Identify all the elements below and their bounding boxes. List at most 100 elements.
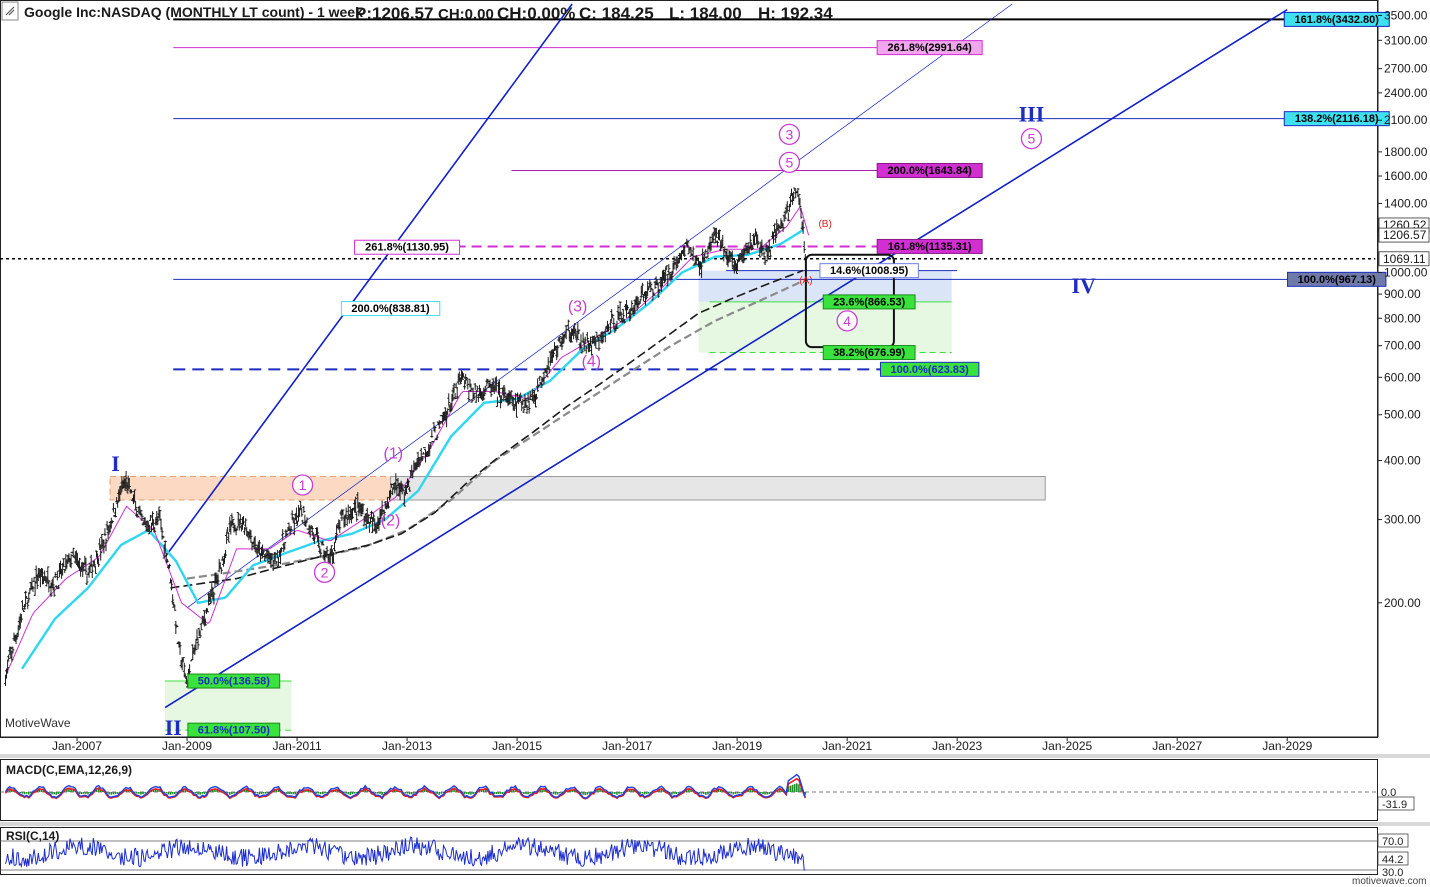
price-bar-587 <box>624 300 628 318</box>
y-tick-label-0: 3500.00 <box>1384 8 1428 22</box>
fib-label-box <box>187 673 281 689</box>
price-bar-271 <box>290 510 294 521</box>
price-bar-115 <box>125 482 129 494</box>
rsi-panel: RSI(C,14) 70.0 44.2 30.0 <box>0 822 1430 879</box>
rsi-label: RSI(C,14) <box>6 829 59 843</box>
price-bar-312 <box>334 535 338 543</box>
fib-label-box <box>354 239 461 255</box>
price-bar-404 <box>431 440 435 443</box>
price-bar-123 <box>134 500 138 511</box>
fib-label-text: 50.0%(136.58) <box>198 676 270 688</box>
low-readout: L: 184.00 <box>669 4 742 23</box>
price-bar-95 <box>104 538 108 552</box>
price-bar-642 <box>683 245 687 257</box>
price-bar-717 <box>762 251 766 258</box>
fib-label-13: 61.8%(107.50) <box>187 722 281 738</box>
wave-label-text: 4 <box>843 313 851 329</box>
price-bar-11 <box>15 632 19 640</box>
price-bar-155 <box>167 563 171 569</box>
rsi-series <box>5 836 806 871</box>
panel-divider-2[interactable] <box>0 822 1430 826</box>
wave-label-text: 5 <box>785 154 793 170</box>
macd-zero-tick: 0.0 <box>1381 787 1396 799</box>
price-bar-444 <box>473 383 477 390</box>
price-bar-129 <box>140 513 144 521</box>
price-bar-602 <box>640 282 644 295</box>
price-bar-711 <box>756 234 760 249</box>
price-bar-482 <box>513 393 517 407</box>
x-axis-ticks: Jan-2007 Jan-2009 Jan-2011 Jan-2013 Jan-2015… <box>0 736 1378 753</box>
price-bar-489 <box>521 398 525 406</box>
price-bar-153 <box>165 558 169 563</box>
price-bar-269 <box>288 528 292 536</box>
price-bar-381 <box>407 480 411 486</box>
y-tick-label-17: 200.00 <box>1384 596 1421 610</box>
price-bar-136 <box>147 524 151 535</box>
price-bar-445 <box>474 391 478 403</box>
price-bar-55 <box>62 558 66 568</box>
price-bar-742 <box>788 194 792 207</box>
price-bar-659 <box>701 248 705 263</box>
price-bar-660 <box>702 256 706 263</box>
price-bar-204 <box>219 567 223 575</box>
price-bar-501 <box>534 394 538 408</box>
price-bar-211 <box>227 532 231 543</box>
price-bar-292 <box>312 536 316 544</box>
price-bar-189 <box>203 618 207 626</box>
price-bar-338 <box>361 503 365 513</box>
macd-current-badge <box>1377 796 1415 811</box>
x-tick-label-7: Jan-2021 <box>822 739 872 753</box>
price-bar-50 <box>56 585 60 590</box>
price-bar-275 <box>294 507 298 524</box>
price-bar-26 <box>31 586 35 592</box>
price-bar-160 <box>173 604 177 611</box>
price-bar-430 <box>458 377 462 385</box>
price-bar-356 <box>380 500 384 516</box>
price-bar-20 <box>25 595 29 599</box>
price-bar-573 <box>610 309 614 322</box>
price-bar-743 <box>790 188 794 197</box>
change-readout: CH:0.00 <box>438 6 494 23</box>
y-axis-ticks: 3500.00 3100.00 2700.00 2400.00 2100.00 1800.… <box>1378 8 1430 610</box>
price-bar-157 <box>170 579 174 591</box>
price-bar-542 <box>577 329 581 335</box>
fib-label-8: 23.6%(866.53) <box>822 294 916 310</box>
price-bar-658 <box>700 262 704 279</box>
channel-line-1 <box>164 8 1288 709</box>
fib-label-text: 38.2%(676.99) <box>833 347 905 359</box>
price-bar-728 <box>774 228 778 243</box>
price-badge-2: 1069.11 <box>1378 251 1430 267</box>
price-bar-226 <box>243 527 247 535</box>
wave-label-text: II <box>165 715 182 740</box>
wave-label-circle <box>1020 127 1043 150</box>
fib-label-box <box>1283 111 1390 127</box>
price-bar-755 <box>802 241 806 253</box>
price-bar-630 <box>670 270 674 280</box>
price-bar-454 <box>484 385 488 392</box>
price-bar-348 <box>372 512 376 522</box>
price-bar-666 <box>708 236 712 252</box>
price-bar-56 <box>63 569 67 573</box>
price-bar-532 <box>566 319 570 330</box>
price-bar-76 <box>84 557 88 575</box>
price-bar-571 <box>608 332 612 335</box>
price-bar-370 <box>395 484 399 496</box>
price-bar-438 <box>467 390 471 402</box>
panel-divider[interactable] <box>0 754 1430 758</box>
price-bar-184 <box>198 630 202 639</box>
ma-fast-line <box>5 206 810 677</box>
price-bar-262 <box>281 529 285 540</box>
price-bar-290 <box>310 525 314 536</box>
price-bar-205 <box>220 556 224 561</box>
fib-label-5: 261.8%(1130.95) <box>354 239 461 255</box>
price-bar-498 <box>530 388 534 402</box>
price-bar-625 <box>665 265 669 271</box>
price-bar-345 <box>368 516 372 524</box>
rsi-70-tick: 70.0 <box>1382 836 1403 848</box>
price-bar-490 <box>522 406 526 413</box>
price-bar-281 <box>301 519 305 524</box>
price-bar-261 <box>280 547 284 553</box>
price-bar-672 <box>714 227 718 238</box>
fib-label-text: 138.2%(2116.18) <box>1295 113 1379 125</box>
price-bar-27 <box>32 576 36 582</box>
